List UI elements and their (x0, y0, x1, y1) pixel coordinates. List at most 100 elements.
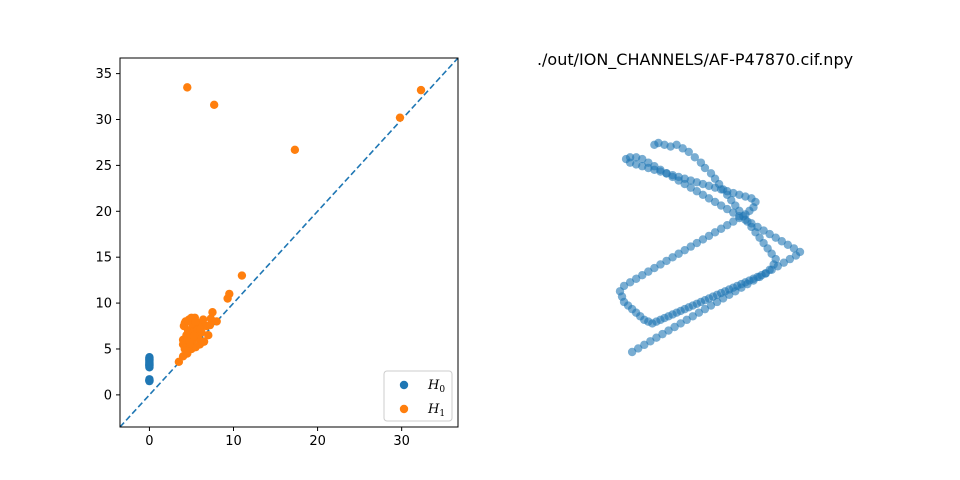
legend-label: H0 (427, 378, 445, 395)
cloud-point (706, 301, 716, 310)
x-tick-label: 30 (393, 434, 410, 449)
point-h1 (223, 294, 232, 303)
cloud-point (625, 278, 635, 287)
point-h1 (237, 271, 247, 280)
point-cloud-plot: ./out/ION_CHANNELS/AF-P47870.cif.npy (537, 50, 853, 357)
cloud-point (664, 326, 673, 335)
cloud-point (791, 251, 801, 260)
cloud-point (700, 163, 710, 173)
point-h0 (145, 353, 154, 362)
cloud-point (712, 297, 722, 307)
cloud-point (644, 267, 653, 276)
y-tick-label: 0 (104, 388, 112, 403)
x-tick-label: 0 (145, 434, 153, 449)
cloud-point (680, 245, 689, 255)
cloud-point (680, 179, 689, 189)
cloud-point (698, 190, 708, 200)
cloud-point (779, 258, 789, 267)
cloud-point (678, 144, 687, 153)
cloud-point (692, 187, 702, 196)
cloud-point (672, 140, 681, 149)
point-cloud-points (615, 138, 805, 357)
cloud-point (722, 220, 732, 230)
cloud-point (704, 231, 714, 241)
y-tick-label: 10 (95, 297, 112, 312)
cloud-point (704, 194, 714, 203)
cloud-point (789, 244, 799, 253)
cloud-point (731, 287, 740, 296)
point-h1 (182, 346, 191, 356)
cloud-point (640, 340, 649, 350)
point-h1 (212, 317, 221, 326)
cloud-point (767, 265, 776, 275)
cloud-point (684, 147, 693, 157)
cloud-point (650, 162, 659, 171)
cloud-point (686, 242, 695, 251)
axis-ticks: 0 10 20 30 0 5 10 15 20 25 30 35 (95, 67, 409, 449)
point-h1 (189, 331, 199, 341)
cloud-point (698, 235, 708, 244)
cloud-point (741, 215, 750, 225)
cloud-point (694, 308, 704, 317)
cloud-point (656, 165, 665, 174)
legend-marker (399, 404, 409, 414)
cloud-point (631, 274, 641, 283)
cloud-point (670, 322, 679, 332)
cloud-point (650, 263, 659, 273)
cloud-point (718, 294, 728, 303)
cloud-point (735, 212, 744, 221)
plot-frame (119, 57, 459, 428)
cloud-point (737, 283, 746, 292)
cloud-point (747, 219, 756, 228)
cloud-point (729, 208, 738, 217)
legend-marker (399, 380, 409, 390)
cloud-point (646, 337, 655, 346)
cloud-point (753, 222, 762, 232)
point-h1 (208, 308, 217, 317)
point-h0 (145, 360, 154, 370)
cloud-point (771, 233, 780, 242)
point-h1 (290, 145, 300, 154)
cloud-point (656, 260, 665, 269)
cloud-point (662, 256, 671, 266)
cloud-point (761, 269, 770, 278)
cloud-point (674, 249, 683, 258)
point-h1 (183, 83, 192, 92)
cloud-point (674, 176, 683, 185)
point-h1 (416, 85, 426, 95)
cloud-point (627, 347, 637, 357)
point-h1 (209, 100, 219, 110)
cloud-point (722, 204, 732, 214)
point-h1 (205, 320, 215, 330)
cloud-point (638, 270, 647, 280)
cloud-point (749, 276, 758, 285)
cloud-point (765, 229, 774, 239)
cloud-point (625, 153, 635, 162)
cloud-point (634, 344, 643, 353)
cloud-point (710, 228, 720, 237)
y-tick-label: 25 (95, 159, 112, 174)
cloud-point (700, 304, 710, 314)
y-tick-label: 30 (95, 113, 112, 128)
cloud-point (676, 319, 685, 328)
cloud-point (692, 238, 702, 248)
point-h1 (204, 331, 213, 340)
cloud-point (652, 333, 661, 342)
cloud-point (743, 279, 752, 289)
cloud-point (638, 154, 647, 164)
y-tick-label: 35 (95, 67, 112, 82)
cloud-point (725, 290, 734, 300)
point-h1 (199, 315, 208, 324)
cloud-point (658, 329, 667, 339)
cloud-point (716, 201, 726, 210)
x-tick-label: 10 (225, 434, 242, 449)
point-h0 (145, 376, 154, 385)
y-tick-label: 15 (95, 251, 112, 266)
cloud-point (759, 226, 768, 235)
cloud-point (682, 315, 691, 325)
cloud-point (690, 153, 700, 162)
x-tick-label: 20 (309, 434, 326, 449)
